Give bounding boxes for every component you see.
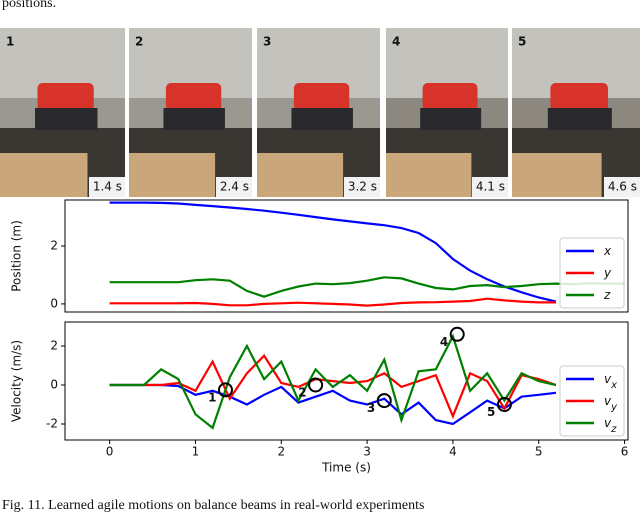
robot-legs xyxy=(547,108,612,130)
annotation-label: 4 xyxy=(440,335,448,349)
photo-time: 3.2 s xyxy=(348,180,377,194)
series-line xyxy=(109,297,556,307)
photo-box xyxy=(512,153,602,197)
photo-label: 1 xyxy=(6,35,14,49)
y-tick-label: 0 xyxy=(50,296,58,310)
robot-body xyxy=(293,83,350,111)
annotation-label: 3 xyxy=(367,401,375,415)
photo: 4 4.1 s xyxy=(386,28,508,197)
legend-label: y xyxy=(603,266,612,280)
photo-label: 4 xyxy=(392,35,400,49)
time-box xyxy=(472,177,508,197)
x-axis-label: Time (s) xyxy=(321,461,371,475)
legend-label: vx xyxy=(604,372,617,391)
robot-body xyxy=(550,83,608,111)
robot-legs xyxy=(420,108,482,130)
photo-time: 4.1 s xyxy=(476,180,505,194)
header-text: positions. xyxy=(2,0,56,11)
y-axis-label: Velocity (m/s) xyxy=(10,340,24,422)
annotation-circle xyxy=(217,382,233,398)
x-tick-label: 1 xyxy=(192,445,200,459)
series-line xyxy=(109,201,557,303)
x-tick-label: 2 xyxy=(277,445,285,459)
legend-label: x xyxy=(603,244,612,258)
robot-legs xyxy=(35,108,98,130)
series-line xyxy=(109,333,557,430)
robot-body xyxy=(37,83,94,111)
robot-body xyxy=(165,83,222,111)
time-box xyxy=(604,177,640,197)
plot-frame xyxy=(64,321,629,441)
y-tick-label: 2 xyxy=(50,338,58,352)
y-tick-label: -2 xyxy=(46,417,58,431)
legend-label: z xyxy=(603,288,611,302)
annotation-label: 1 xyxy=(208,390,216,404)
robot-legs xyxy=(163,108,225,130)
robot-legs xyxy=(291,108,353,130)
x-tick-label: 5 xyxy=(535,445,543,459)
annotation-circle xyxy=(496,397,512,413)
annotation-label: 2 xyxy=(298,385,306,399)
legend-label: vz xyxy=(604,416,617,435)
photo-label: 5 xyxy=(518,35,526,49)
time-box xyxy=(89,177,125,197)
y-tick-label: 2 xyxy=(50,239,58,253)
annotation-circle xyxy=(308,377,324,393)
photo-box xyxy=(129,153,216,197)
annotation-circle xyxy=(376,393,392,409)
time-box xyxy=(216,177,252,197)
robot-body xyxy=(422,83,478,111)
x-tick-label: 0 xyxy=(106,445,114,459)
y-tick-label: 0 xyxy=(50,377,58,391)
annotation-circle xyxy=(449,326,465,342)
plot-frame xyxy=(64,199,629,313)
photo: 1 1.4 s xyxy=(0,28,125,197)
photo-label: 3 xyxy=(263,35,271,49)
series-line xyxy=(109,276,625,298)
photo-box xyxy=(386,153,472,197)
photo-label: 2 xyxy=(135,35,143,49)
x-tick-label: 3 xyxy=(363,445,371,459)
photo-box xyxy=(257,153,344,197)
annotation-label: 5 xyxy=(487,405,495,419)
photo-time: 1.4 s xyxy=(93,180,122,194)
legend-label: vy xyxy=(604,394,618,413)
photo-time: 4.6 s xyxy=(608,180,637,194)
caption: Fig. 11. Learned agile motions on balanc… xyxy=(2,498,424,512)
photo: 3 3.2 s xyxy=(257,28,380,197)
photo: 2 2.4 s xyxy=(129,28,252,197)
photo-time: 2.4 s xyxy=(220,180,249,194)
x-tick-label: 4 xyxy=(449,445,457,459)
y-axis-label: Position (m) xyxy=(10,220,24,292)
x-tick-label: 6 xyxy=(621,445,629,459)
photo: 5 4.6 s xyxy=(512,28,640,197)
time-box xyxy=(344,177,380,197)
photo-box xyxy=(0,153,88,197)
